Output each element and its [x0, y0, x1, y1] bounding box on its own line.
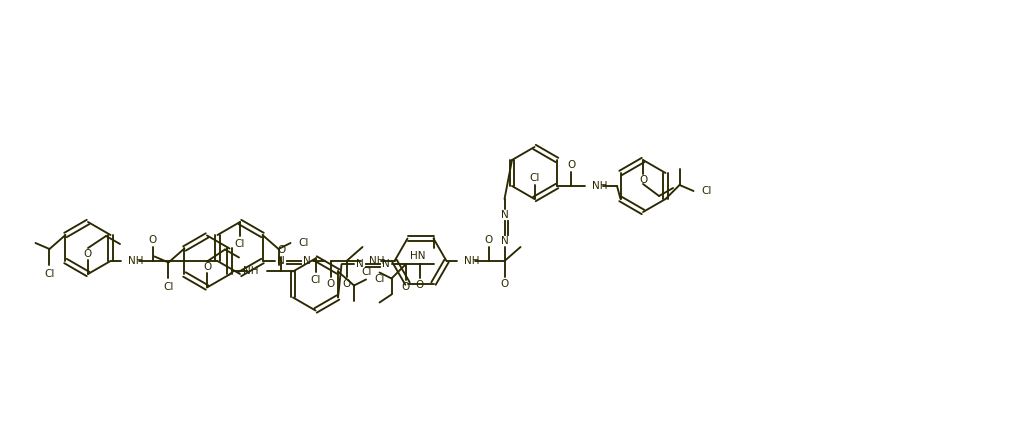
Text: N: N — [500, 236, 508, 246]
Text: Cl: Cl — [299, 238, 309, 248]
Text: Cl: Cl — [310, 276, 320, 286]
Text: O: O — [415, 280, 424, 290]
Text: Cl: Cl — [374, 275, 384, 284]
Text: O: O — [202, 262, 212, 272]
Text: Cl: Cl — [45, 269, 55, 279]
Text: O: O — [148, 235, 157, 245]
Text: NH: NH — [127, 256, 143, 266]
Text: N: N — [381, 259, 390, 269]
Text: Cl: Cl — [529, 173, 540, 183]
Text: O: O — [484, 235, 492, 245]
Text: O: O — [566, 160, 576, 170]
Text: NH: NH — [243, 266, 259, 276]
Text: O: O — [83, 249, 93, 259]
Text: Cl: Cl — [361, 267, 371, 277]
Text: NH: NH — [368, 256, 384, 266]
Text: O: O — [326, 279, 335, 289]
Text: N: N — [277, 256, 285, 266]
Text: HN: HN — [410, 252, 425, 262]
Text: Cl: Cl — [702, 186, 712, 196]
Text: O: O — [402, 283, 410, 293]
Text: O: O — [343, 279, 351, 289]
Text: N: N — [356, 259, 363, 269]
Text: Cl: Cl — [235, 239, 245, 249]
Text: NH: NH — [464, 256, 479, 266]
Text: Cl: Cl — [164, 283, 174, 293]
Text: O: O — [639, 175, 647, 185]
Text: NH: NH — [592, 181, 607, 191]
Text: O: O — [277, 245, 285, 255]
Text: N: N — [500, 210, 508, 220]
Text: N: N — [303, 256, 310, 266]
Text: O: O — [500, 279, 508, 289]
